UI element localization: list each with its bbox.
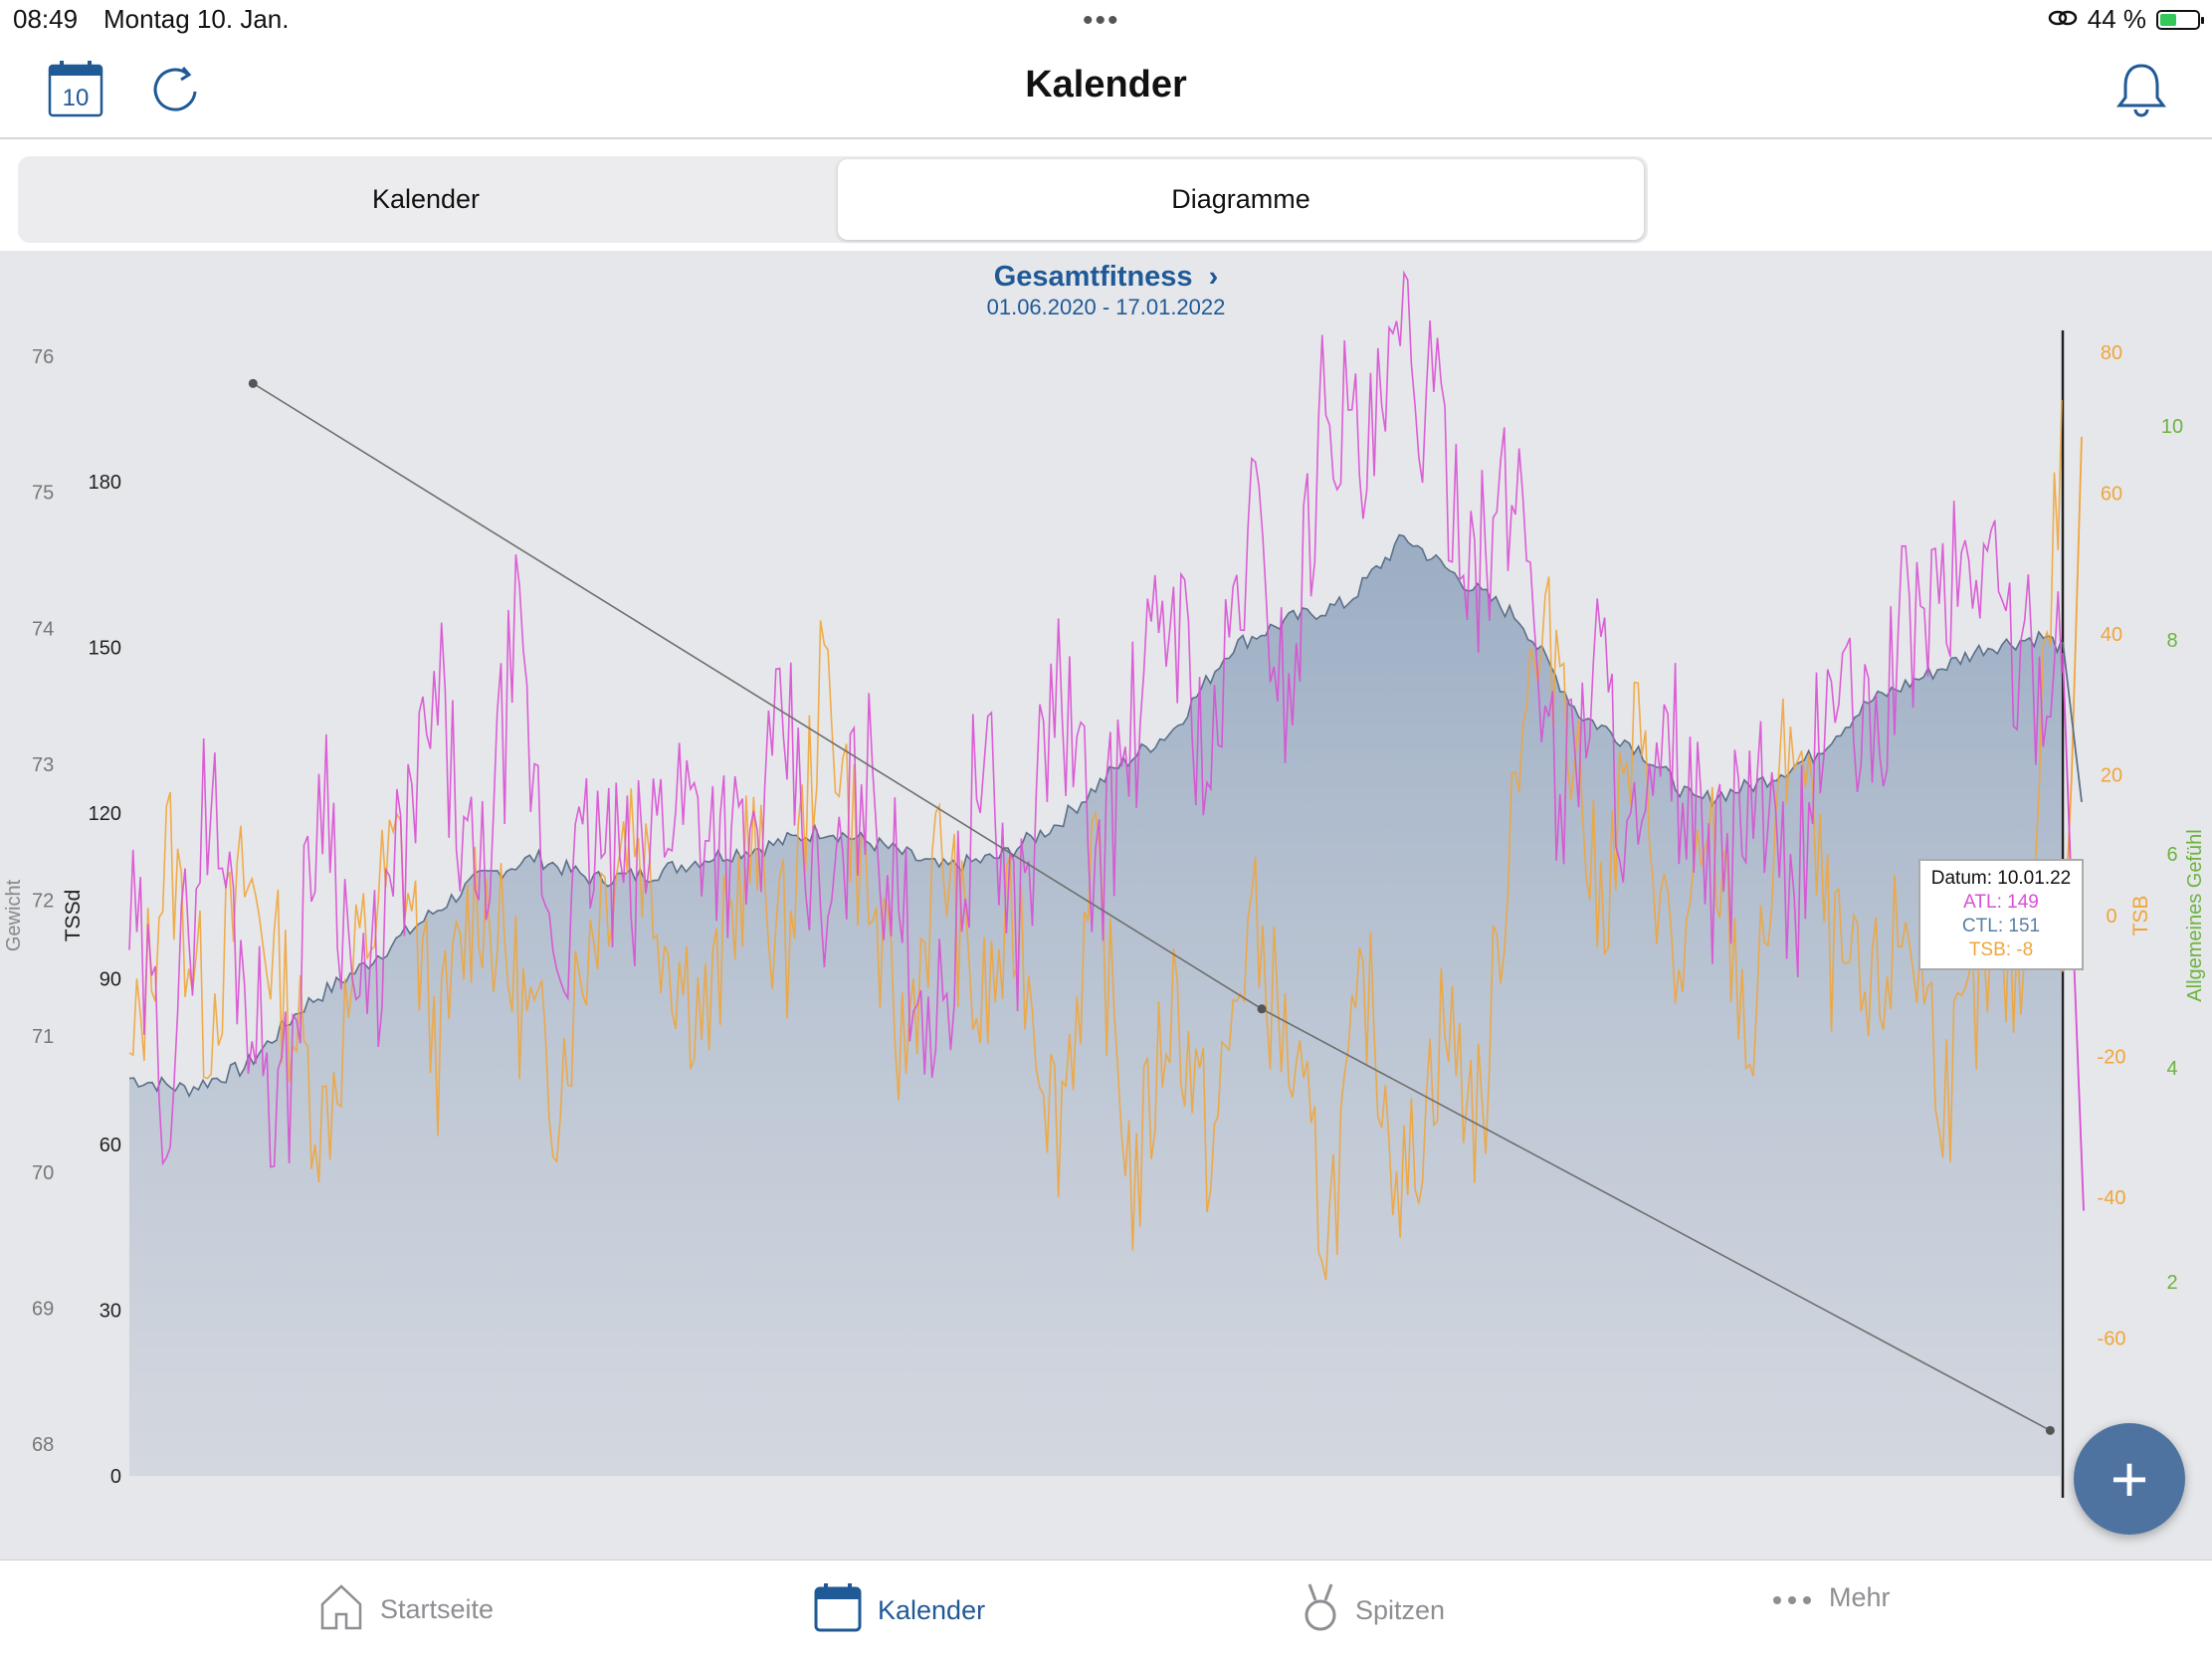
weight-tick-label: 74: [32, 618, 54, 640]
tssd-axis-label: TSSd: [62, 890, 85, 942]
tab-startseite[interactable]: Startseite: [318, 1582, 494, 1637]
tsb-tick-label: -60: [2098, 1329, 2126, 1350]
tsb-tick-label: 0: [2106, 906, 2116, 928]
tab-label-kalender: Kalender: [878, 1595, 986, 1625]
tssd-tick-label: 60: [100, 1135, 121, 1156]
segment-kalender[interactable]: Kalender: [371, 184, 481, 214]
weight-point: [2045, 1425, 2055, 1435]
chevron-right-icon: ›: [1208, 261, 1219, 293]
tab-spitzen[interactable]: Spitzen: [1302, 1582, 1445, 1639]
add-button[interactable]: +: [2074, 1423, 2185, 1535]
tssd-tick-label: 180: [89, 472, 121, 494]
medal-icon: [1302, 1582, 1339, 1639]
tsb-line: [128, 400, 2063, 1281]
tsb-axis-label: TSB: [2129, 896, 2152, 936]
chart-tooltip: Datum: 10.01.22 ATL: 149 CTL: 151 TSB: -…: [1918, 859, 2084, 970]
weight-tick-label: 72: [32, 891, 54, 913]
tssd-tick-label: 90: [100, 969, 121, 991]
tsb-tick-label: -40: [2098, 1187, 2126, 1209]
navigation-bar: 10 Kalender: [0, 40, 2212, 139]
chart-title-text: Gesamtfitness: [993, 261, 1193, 293]
fitness-chart[interactable]: 7675747372717069681801501209060300Gewich…: [0, 251, 2212, 1559]
feeling-tick-label: 4: [2166, 1058, 2177, 1080]
calendar-today-icon[interactable]: 10: [48, 60, 103, 122]
status-time: 08:49: [13, 4, 79, 34]
link-icon: [2048, 4, 2078, 35]
tsb-tick-label: 40: [2101, 624, 2122, 646]
feeling-tick-label: 2: [2166, 1272, 2177, 1294]
status-bar: 08:49 Montag 10. Jan. ••• 44 %: [0, 0, 2212, 40]
weight-tick-label: 70: [32, 1162, 54, 1184]
weight-tick-label: 75: [32, 483, 54, 505]
weight-tick-label: 73: [32, 754, 54, 776]
segment-diagramme[interactable]: Diagramme: [838, 159, 1644, 240]
tab-mehr[interactable]: Mehr: [1771, 1582, 1891, 1613]
feeling-tick-label: 6: [2166, 844, 2177, 866]
ctl-tail: [2062, 641, 2083, 803]
atl-tail: [2062, 653, 2085, 1211]
tab-label-spitzen: Spitzen: [1355, 1595, 1446, 1625]
tooltip-date: Datum: 10.01.22: [1930, 868, 2072, 889]
bell-icon[interactable]: [2113, 60, 2169, 122]
tsb-tick-label: 80: [2101, 342, 2122, 364]
weight-tick-label: 76: [32, 346, 54, 368]
tssd-tick-label: 150: [89, 638, 121, 660]
tssd-tick-label: 30: [100, 1301, 121, 1323]
multitasking-dots-icon[interactable]: •••: [1083, 4, 1120, 37]
tab-bar: Startseite Kalender Spitzen Mehr: [0, 1559, 2212, 1660]
tssd-tick-label: 120: [89, 803, 121, 825]
tooltip-atl: ATL: 149: [1963, 892, 2039, 913]
page-title: Kalender: [1025, 64, 1187, 105]
tab-label-mehr: Mehr: [1829, 1582, 1891, 1612]
weight-axis-label: Gewicht: [3, 879, 25, 951]
weight-tick-label: 69: [32, 1298, 54, 1320]
tsb-tick-label: 20: [2101, 765, 2122, 787]
tab-kalender[interactable]: Kalender: [814, 1582, 985, 1639]
chart-title[interactable]: Gesamtfitness ›: [0, 261, 2212, 294]
calendar-day-number: 10: [63, 85, 90, 111]
tsb-tick-label: 60: [2101, 484, 2122, 506]
home-icon: [318, 1582, 364, 1637]
weight-point: [1257, 1004, 1267, 1014]
ctl-area: [129, 534, 2062, 1476]
feeling-tick-label: 8: [2166, 630, 2177, 652]
battery-percent: 44 %: [2087, 4, 2146, 34]
refresh-icon[interactable]: [147, 62, 207, 122]
battery-icon: [2156, 9, 2204, 30]
chart-date-range: 01.06.2020 - 17.01.2022: [986, 295, 1226, 319]
tsb-tick-label: -20: [2098, 1047, 2126, 1069]
weight-tick-label: 68: [32, 1434, 54, 1456]
tssd-tick-label: 0: [110, 1466, 121, 1488]
calendar-icon: [814, 1582, 862, 1639]
atl-line: [128, 270, 2063, 1168]
tooltip-ctl: CTL: 151: [1961, 916, 2041, 936]
segmented-control: Kalender Diagramme: [18, 156, 1648, 243]
status-date: Montag 10. Jan.: [103, 4, 290, 34]
more-icon: [1771, 1582, 1813, 1613]
weight-point: [248, 378, 258, 388]
feeling-axis-label: Allgemeines Gefühl: [2184, 829, 2206, 1001]
weight-tick-label: 71: [32, 1026, 54, 1048]
tooltip-tsb: TSB: -8: [1968, 939, 2034, 960]
tab-label-startseite: Startseite: [380, 1594, 495, 1624]
feeling-tick-label: 10: [2161, 416, 2183, 438]
